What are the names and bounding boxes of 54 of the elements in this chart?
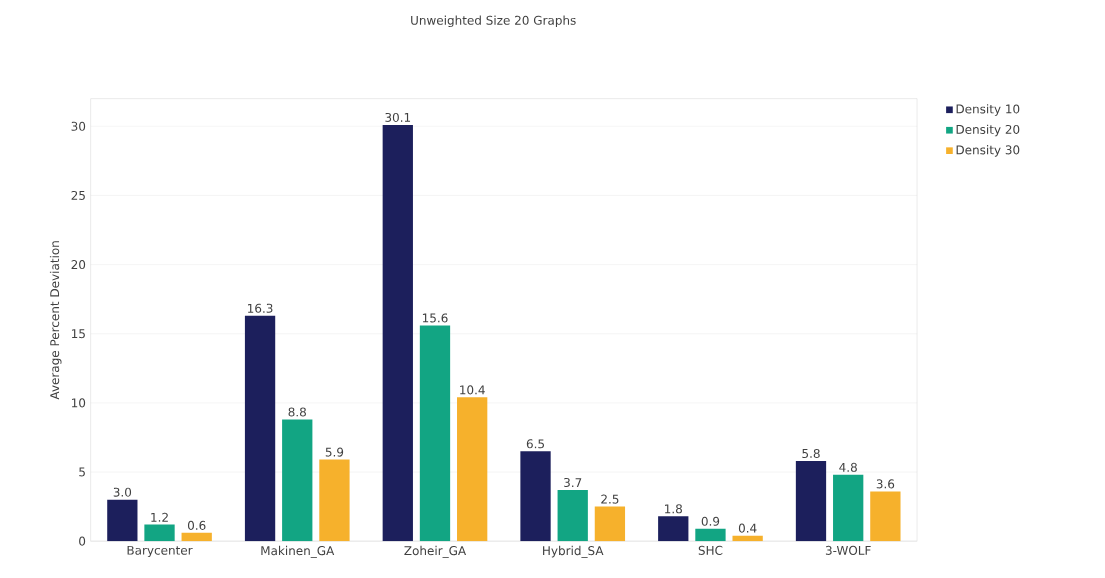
data-label: 1.8 <box>665 504 682 514</box>
bar <box>520 451 551 541</box>
y-tick-label: 30 <box>71 121 86 131</box>
bar <box>557 489 588 541</box>
y-tick-label: 20 <box>71 259 86 269</box>
bar <box>282 419 313 541</box>
chart-title: Unweighted Size 20 Graphs <box>411 15 576 27</box>
data-label: 4.8 <box>839 462 857 472</box>
y-axis-title: Average Percent Deviation <box>49 240 62 400</box>
data-label: 1.2 <box>151 512 168 522</box>
y-tick-label: 10 <box>71 398 86 408</box>
bar <box>244 315 276 541</box>
data-label: 5.8 <box>802 448 820 458</box>
bar <box>795 460 827 541</box>
data-label: 2.5 <box>601 494 619 504</box>
data-label: 0.9 <box>701 516 720 526</box>
y-tick-label: 0 <box>79 536 86 546</box>
bar <box>319 459 350 541</box>
legend-label: Density 10 <box>956 104 1020 116</box>
data-label: 8.8 <box>288 407 306 417</box>
bar <box>833 474 864 541</box>
x-tick-label: SHC <box>698 545 723 555</box>
data-label: 30.1 <box>385 112 411 122</box>
data-label: 5.9 <box>325 447 344 457</box>
x-tick-label: Barycenter <box>127 545 193 557</box>
y-tick-label: 25 <box>71 190 85 200</box>
bar <box>419 325 451 541</box>
bar <box>658 516 689 541</box>
x-tick-label: Makinen_GA <box>261 545 335 558</box>
bar <box>144 524 175 541</box>
data-label: 16.3 <box>248 303 273 313</box>
legend-label: Density 20 <box>956 124 1020 137</box>
x-tick-label: Hybrid_SA <box>543 545 604 558</box>
bar <box>732 535 763 541</box>
data-label: 15.6 <box>422 313 448 323</box>
bar <box>382 124 413 541</box>
bar <box>695 528 726 541</box>
data-label: 0.4 <box>738 523 757 533</box>
y-tick-label: 15 <box>71 329 85 338</box>
y-tick-label: 5 <box>79 467 85 477</box>
bar <box>181 532 212 541</box>
bar <box>457 397 488 541</box>
bar <box>107 499 138 541</box>
data-label: 0.6 <box>187 520 206 530</box>
data-label: 3.7 <box>564 477 582 487</box>
data-label: 10.4 <box>460 385 485 395</box>
x-tick-label: Zoheir_GA <box>404 545 467 558</box>
bar <box>870 491 901 541</box>
bar <box>594 506 626 541</box>
x-tick-label: 3-WOLF <box>825 545 871 555</box>
data-label: 6.5 <box>526 439 545 449</box>
legend-label: Density 30 <box>956 144 1020 157</box>
data-label: 3.6 <box>876 479 895 489</box>
data-label: 3.0 <box>113 487 132 497</box>
